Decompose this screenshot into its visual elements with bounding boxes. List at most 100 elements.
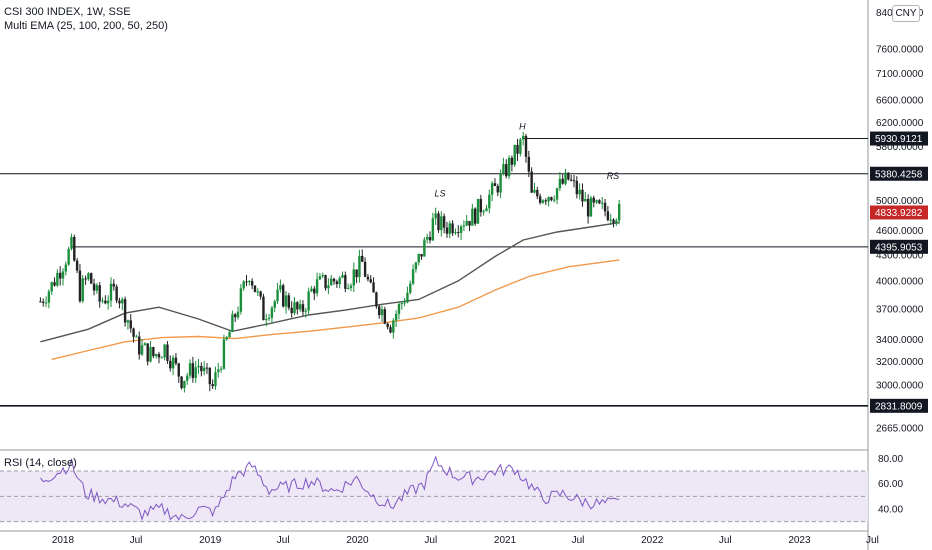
candle-body: [109, 283, 113, 301]
candle-body: [361, 255, 364, 262]
candle-body: [409, 283, 412, 293]
candle-body: [298, 304, 302, 310]
candle-body: [349, 285, 353, 289]
candle-body: [586, 198, 590, 217]
candle-body: [307, 291, 310, 311]
candle-body: [403, 302, 406, 304]
candle-body: [53, 282, 56, 286]
price-tick-label: 5800.0000: [876, 142, 924, 153]
candle-body: [78, 270, 82, 302]
candle-body: [287, 295, 291, 308]
candle-body: [44, 302, 48, 304]
time-tick-label: 2021: [494, 535, 517, 546]
candle-body: [485, 208, 488, 212]
candle-body: [304, 310, 307, 312]
candle-body: [313, 288, 316, 294]
candle-body: [92, 283, 96, 291]
candle-body: [315, 279, 319, 294]
candle-body: [90, 273, 93, 284]
candle-body: [490, 183, 494, 195]
candle-body: [541, 200, 545, 203]
candle-body: [318, 276, 322, 280]
candle-body: [442, 216, 446, 228]
candle-body: [146, 343, 149, 362]
price-tick-label: 4000.0000: [876, 276, 924, 287]
candle-body: [197, 365, 200, 368]
candle-body: [228, 331, 231, 338]
pattern-label-h: H: [519, 122, 526, 132]
ema-legend[interactable]: Multi EMA (25, 100, 200, 50, 250): [4, 20, 168, 32]
candle-body: [87, 273, 90, 280]
grid: [0, 0, 869, 550]
rsi-tick-label: 80.00: [878, 454, 903, 465]
candle-body: [601, 202, 604, 204]
candle-body: [454, 232, 457, 234]
candle-body: [138, 336, 141, 355]
candle-body: [256, 291, 260, 293]
candle-body: [519, 139, 522, 154]
candle-body: [81, 278, 84, 302]
candle-body: [234, 314, 237, 318]
candle-body: [253, 285, 257, 292]
rsi-legend[interactable]: RSI (14, close): [4, 457, 77, 469]
price-tick-label: 2665.0000: [876, 423, 924, 434]
candle-body: [123, 299, 127, 323]
candle-body: [208, 367, 212, 385]
candle-body: [219, 368, 223, 370]
candle-body: [397, 303, 401, 314]
candle-body: [236, 311, 240, 318]
candle-body: [338, 277, 341, 285]
candle-body: [414, 262, 418, 270]
candle-body: [180, 376, 183, 389]
candle-body: [225, 337, 228, 340]
ema-line-dark: [40, 221, 620, 343]
time-tick-label: Jul: [719, 535, 732, 546]
candle-body: [434, 213, 437, 219]
candle-body: [609, 219, 612, 221]
candle-body: [242, 281, 245, 289]
price-tick-label: 6200.0000: [876, 118, 924, 129]
level-price-label: 4395.9053: [875, 242, 923, 253]
candle-body: [457, 232, 460, 234]
candle-body: [488, 194, 491, 209]
candle-body: [505, 164, 508, 177]
time-tick-label: Jul: [130, 535, 143, 546]
candle-body: [169, 360, 172, 369]
candle-body: [154, 354, 158, 357]
candle-body: [346, 288, 350, 290]
candle-body: [400, 303, 403, 305]
candle-body: [606, 211, 610, 221]
candle-body: [157, 354, 161, 358]
candle-body: [75, 260, 79, 271]
candle-body: [341, 275, 344, 278]
candle-body: [118, 300, 121, 304]
candle-body: [104, 300, 107, 304]
candle-body: [473, 208, 477, 224]
level-price-label: 5380.4258: [875, 169, 923, 180]
candle-body: [355, 269, 358, 278]
candle-body: [521, 136, 525, 140]
rsi-line: [40, 455, 620, 521]
candle-body: [550, 197, 553, 201]
candle-body: [451, 223, 454, 234]
candle-body: [56, 272, 59, 286]
currency-badge[interactable]: CNY: [892, 5, 920, 22]
candle-body: [276, 289, 279, 302]
price-tick-label: 6600.0000: [876, 95, 924, 106]
candle-body: [471, 208, 474, 226]
candle-body: [61, 271, 65, 279]
candle-body: [598, 200, 601, 204]
axes: 8400.00007600.00007100.00006600.00006200…: [52, 8, 928, 546]
candle-body: [561, 178, 564, 184]
candle-body: [417, 253, 420, 263]
time-tick-label: Jul: [866, 535, 879, 546]
candle-body: [200, 365, 203, 372]
candle-body: [380, 309, 384, 316]
candle-body: [129, 320, 132, 329]
candle-body: [383, 309, 387, 324]
candle-body: [386, 323, 389, 328]
candle-body: [553, 199, 556, 201]
candle-body: [135, 336, 138, 338]
horizontal-levels: [0, 138, 868, 407]
